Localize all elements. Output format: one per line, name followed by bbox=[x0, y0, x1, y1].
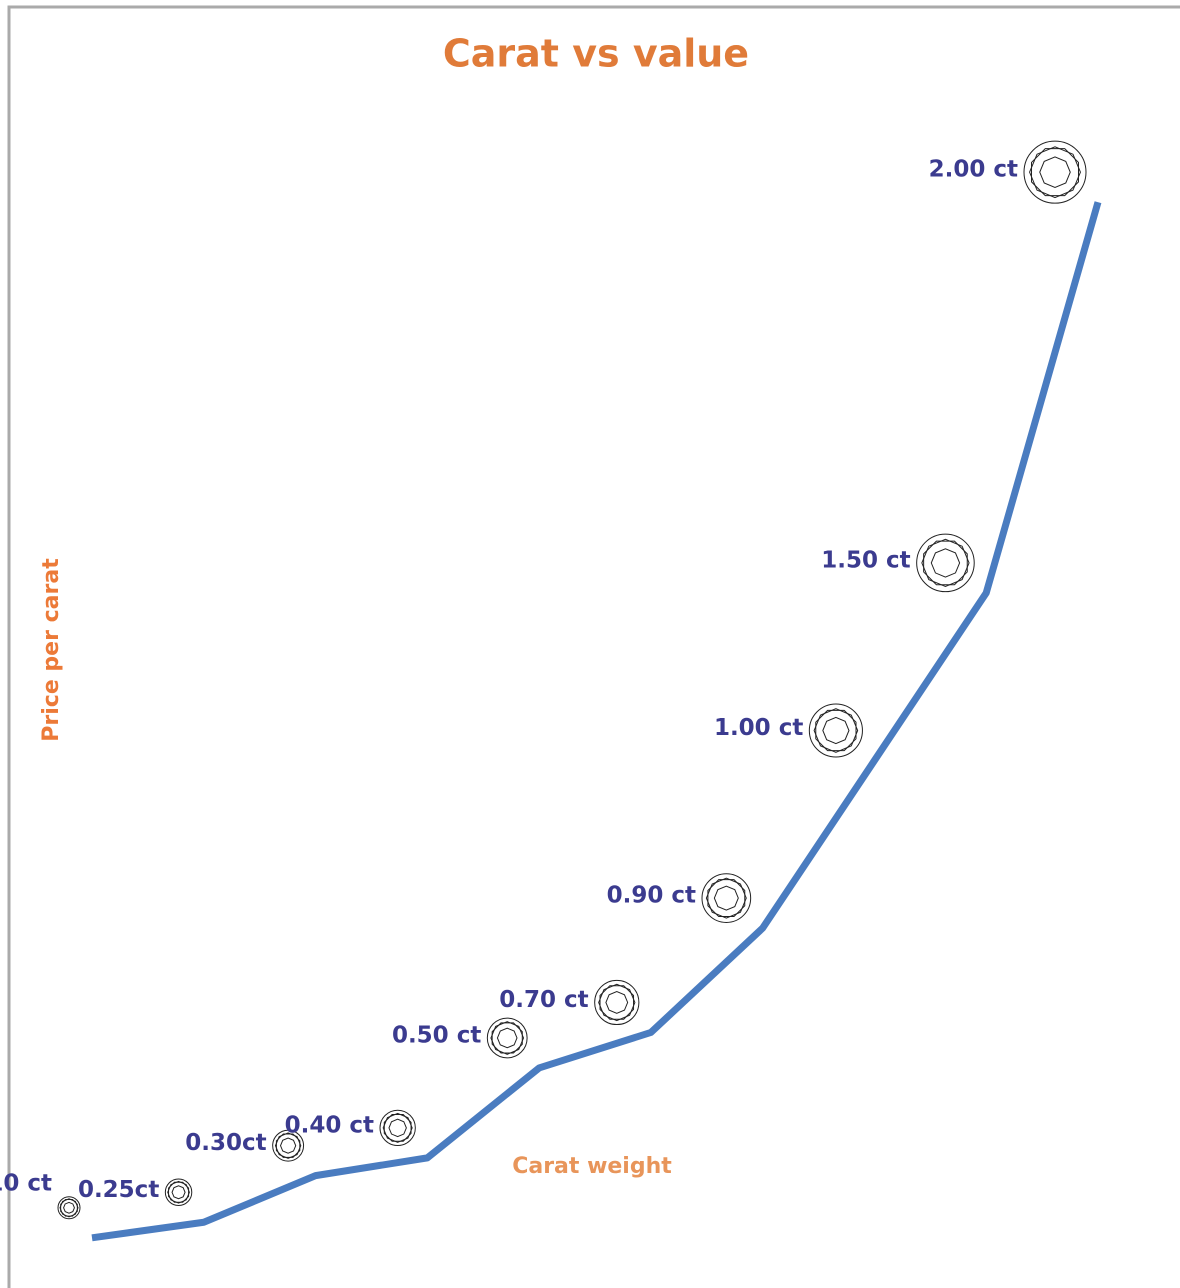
diamond-outline bbox=[164, 1178, 193, 1206]
diamond-outline bbox=[1023, 140, 1087, 204]
diamond-facet bbox=[168, 1181, 190, 1203]
category-label: 0.10 ct bbox=[0, 1170, 52, 1196]
diamond-outline bbox=[57, 1196, 81, 1220]
diamond-facet bbox=[275, 1133, 301, 1158]
diamond-table bbox=[171, 1185, 186, 1200]
y-axis-label: Price per carat bbox=[39, 558, 64, 742]
diamond-facet bbox=[60, 1198, 78, 1217]
category-label: 0.90 ct bbox=[607, 883, 696, 909]
diamond-table bbox=[822, 716, 850, 745]
diamond-facet bbox=[599, 985, 635, 1020]
diamond-table bbox=[713, 885, 739, 911]
diamond-facet bbox=[815, 709, 857, 752]
diamond-facet bbox=[707, 879, 746, 918]
diamond-facet bbox=[1031, 148, 1079, 197]
diamond-icon bbox=[701, 873, 752, 923]
diamond-outline bbox=[486, 1017, 528, 1059]
diamond-icon bbox=[486, 1017, 528, 1059]
category-label: 0.25ct bbox=[78, 1177, 159, 1203]
diamond-facet bbox=[598, 983, 636, 1022]
diamond-outline bbox=[916, 533, 975, 593]
diamond-icon bbox=[594, 979, 640, 1026]
category-label: 1.00 ct bbox=[714, 715, 803, 741]
diamond-facet bbox=[383, 1113, 412, 1142]
category-label: 2.00 ct bbox=[929, 157, 1018, 183]
diamond-facet bbox=[59, 1198, 79, 1218]
diamond-outline bbox=[808, 703, 863, 758]
diamond-table bbox=[388, 1118, 407, 1138]
diamond-facet bbox=[167, 1180, 190, 1204]
frame bbox=[7, 5, 1180, 1288]
diamond-table bbox=[63, 1201, 75, 1214]
line bbox=[91, 201, 1102, 1242]
category-label: 0.30ct bbox=[185, 1130, 266, 1156]
diamond-facet bbox=[1029, 146, 1081, 199]
diamond-icon bbox=[808, 703, 863, 758]
x-axis-label: Carat weight bbox=[512, 1154, 672, 1179]
diamond-icon bbox=[379, 1109, 416, 1147]
category-label: 0.40 ct bbox=[285, 1112, 374, 1138]
diamond-icon bbox=[164, 1178, 193, 1206]
category-label: 1.50 ct bbox=[821, 547, 910, 573]
diamond-facet bbox=[921, 538, 970, 588]
diamond-outline bbox=[272, 1129, 305, 1162]
diamond-table bbox=[496, 1027, 518, 1049]
diamond-icon bbox=[272, 1129, 305, 1162]
diamond-icon bbox=[57, 1196, 81, 1220]
category-label: 0.50 ct bbox=[392, 1022, 481, 1048]
diamond-facet bbox=[382, 1112, 413, 1143]
diamond-facet bbox=[490, 1021, 525, 1055]
diamond-facet bbox=[705, 877, 747, 919]
diamond-facet bbox=[491, 1022, 523, 1054]
diamond-outline bbox=[701, 873, 752, 923]
diamond-table bbox=[1039, 156, 1071, 188]
chart-title: Carat vs value bbox=[443, 32, 749, 76]
category-label: 0.70 ct bbox=[499, 987, 588, 1013]
diamond-facet bbox=[813, 708, 859, 753]
diamond-outline bbox=[594, 979, 640, 1026]
diamond-icon bbox=[1023, 140, 1087, 204]
diamond-table bbox=[605, 991, 629, 1014]
diamond-table bbox=[930, 548, 961, 578]
diamond-table bbox=[279, 1137, 297, 1154]
diamond-outline bbox=[379, 1109, 416, 1147]
diamond-facet bbox=[923, 540, 968, 586]
diamond-icon bbox=[916, 533, 975, 593]
